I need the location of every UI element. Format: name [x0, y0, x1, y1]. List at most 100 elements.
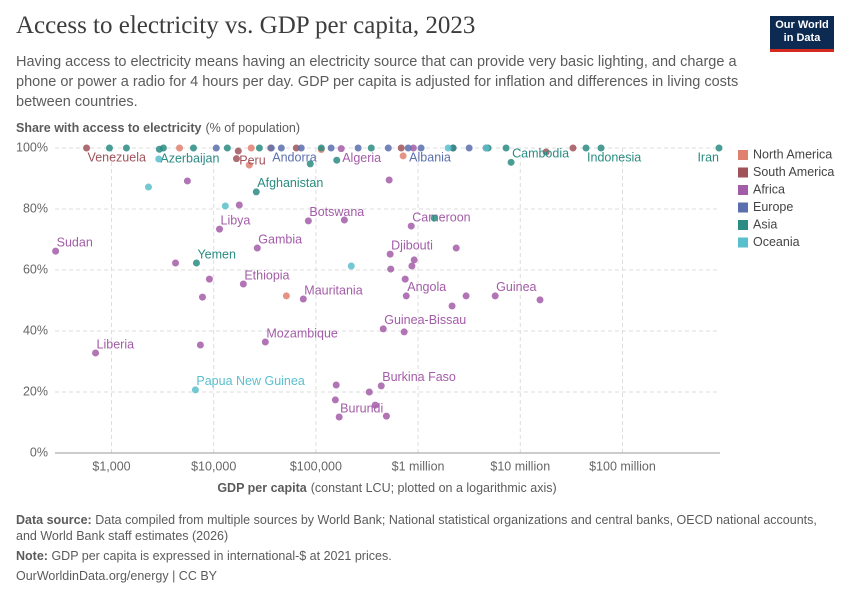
point: [172, 259, 180, 267]
point: [198, 293, 206, 301]
legend-swatch: [738, 167, 748, 178]
point: [417, 144, 425, 152]
point-label: Afghanistan: [257, 176, 323, 190]
point-label: Ethiopia: [244, 268, 289, 282]
point: [267, 144, 275, 152]
point: [371, 401, 379, 409]
x-tick-label: $1 million: [392, 459, 445, 473]
point: [92, 349, 100, 357]
point: [502, 144, 510, 152]
point: [159, 144, 167, 152]
point: [292, 144, 300, 152]
point: [247, 144, 255, 152]
point: [261, 338, 269, 346]
x-tick-label: $1,000: [92, 459, 130, 473]
point: [337, 145, 345, 153]
point: [331, 396, 339, 404]
point: [444, 144, 452, 152]
point: [176, 144, 184, 152]
point-label: Burkina Faso: [382, 370, 456, 384]
x-tick-label: $100,000: [290, 459, 342, 473]
point: [354, 144, 362, 152]
point-label: Venezuela: [88, 150, 146, 164]
point-label: Gambia: [258, 232, 302, 246]
point: [255, 144, 263, 152]
note-label: Note:: [16, 549, 48, 563]
legend-label: South America: [753, 165, 834, 179]
point: [379, 325, 387, 333]
point-label: Cameroon: [412, 210, 470, 224]
point-label: Algeria: [342, 151, 381, 165]
y-tick-label: 20%: [23, 384, 48, 398]
point-label: Mozambique: [266, 326, 338, 340]
point: [105, 144, 113, 152]
point: [409, 144, 417, 152]
logo-line: in Data: [783, 32, 821, 44]
point-label: Botswana: [309, 205, 364, 219]
point: [277, 144, 285, 152]
legend-label: Europe: [753, 200, 793, 214]
point: [410, 256, 418, 264]
legend-swatch: [738, 150, 748, 160]
y-tick-label: 80%: [23, 201, 48, 215]
point-label: Peru: [239, 153, 265, 167]
footer: Data source: Data compiled from multiple…: [16, 512, 826, 588]
chart-title: Access to electricity vs. GDP per capita…: [16, 12, 476, 39]
point: [191, 386, 199, 394]
point: [192, 259, 200, 267]
point-label: Indonesia: [587, 150, 641, 164]
x-axis-title: GDP per capita: [217, 481, 307, 495]
point: [465, 144, 473, 152]
point: [299, 295, 307, 303]
logo[interactable]: Our World in Data: [770, 16, 834, 52]
point-label: Sudan: [57, 235, 93, 249]
x-tick-label: $10,000: [191, 459, 236, 473]
point-label: Papua New Guinea: [196, 374, 304, 388]
point-label: Guinea: [496, 280, 536, 294]
point: [306, 160, 314, 168]
point-label: Libya: [221, 213, 251, 227]
point: [482, 144, 490, 152]
point: [205, 275, 213, 283]
point: [245, 161, 253, 169]
sources-text: Data compiled from multiple sources by W…: [16, 513, 817, 543]
y-axis-title: Share with access to electricity: [16, 121, 202, 135]
point: [542, 148, 550, 156]
point: [235, 201, 243, 209]
point: [397, 144, 405, 152]
point: [252, 188, 260, 196]
x-tick-label: $100 million: [589, 459, 656, 473]
chart-subtitle: Having access to electricity means havin…: [16, 54, 739, 110]
point: [569, 144, 577, 152]
x-tick-label: $10 million: [490, 459, 550, 473]
legend-label: Oceania: [753, 235, 800, 249]
point: [386, 250, 394, 258]
logo-line: Our World: [775, 19, 829, 31]
point: [196, 341, 204, 349]
point: [297, 144, 305, 152]
legend-label: Africa: [753, 182, 785, 196]
point: [221, 202, 229, 210]
point-label: Angola: [407, 280, 446, 294]
point: [239, 280, 247, 288]
point: [404, 144, 412, 152]
point: [582, 144, 590, 152]
point: [402, 292, 410, 300]
point: [408, 262, 416, 270]
point-label: Yemen: [197, 247, 236, 261]
legend-label: Asia: [753, 217, 777, 231]
point: [377, 382, 385, 390]
sources: Data source: Data compiled from multiple…: [16, 512, 826, 544]
point: [122, 144, 130, 152]
y-axis-unit: (% of population): [206, 121, 301, 135]
note-text: GDP per capita is expressed in internati…: [51, 549, 392, 563]
x-axis-label: GDP per capita (constant LCU; plotted on …: [217, 481, 556, 495]
footer-url[interactable]: OurWorldinData.org/energy | CC BY: [16, 569, 218, 583]
point: [448, 302, 456, 310]
point: [232, 155, 240, 163]
x-axis-unit: (constant LCU; plotted on a logarithmic …: [311, 481, 557, 495]
point: [491, 292, 499, 300]
point: [382, 412, 390, 420]
point-label: Iran: [697, 150, 719, 164]
